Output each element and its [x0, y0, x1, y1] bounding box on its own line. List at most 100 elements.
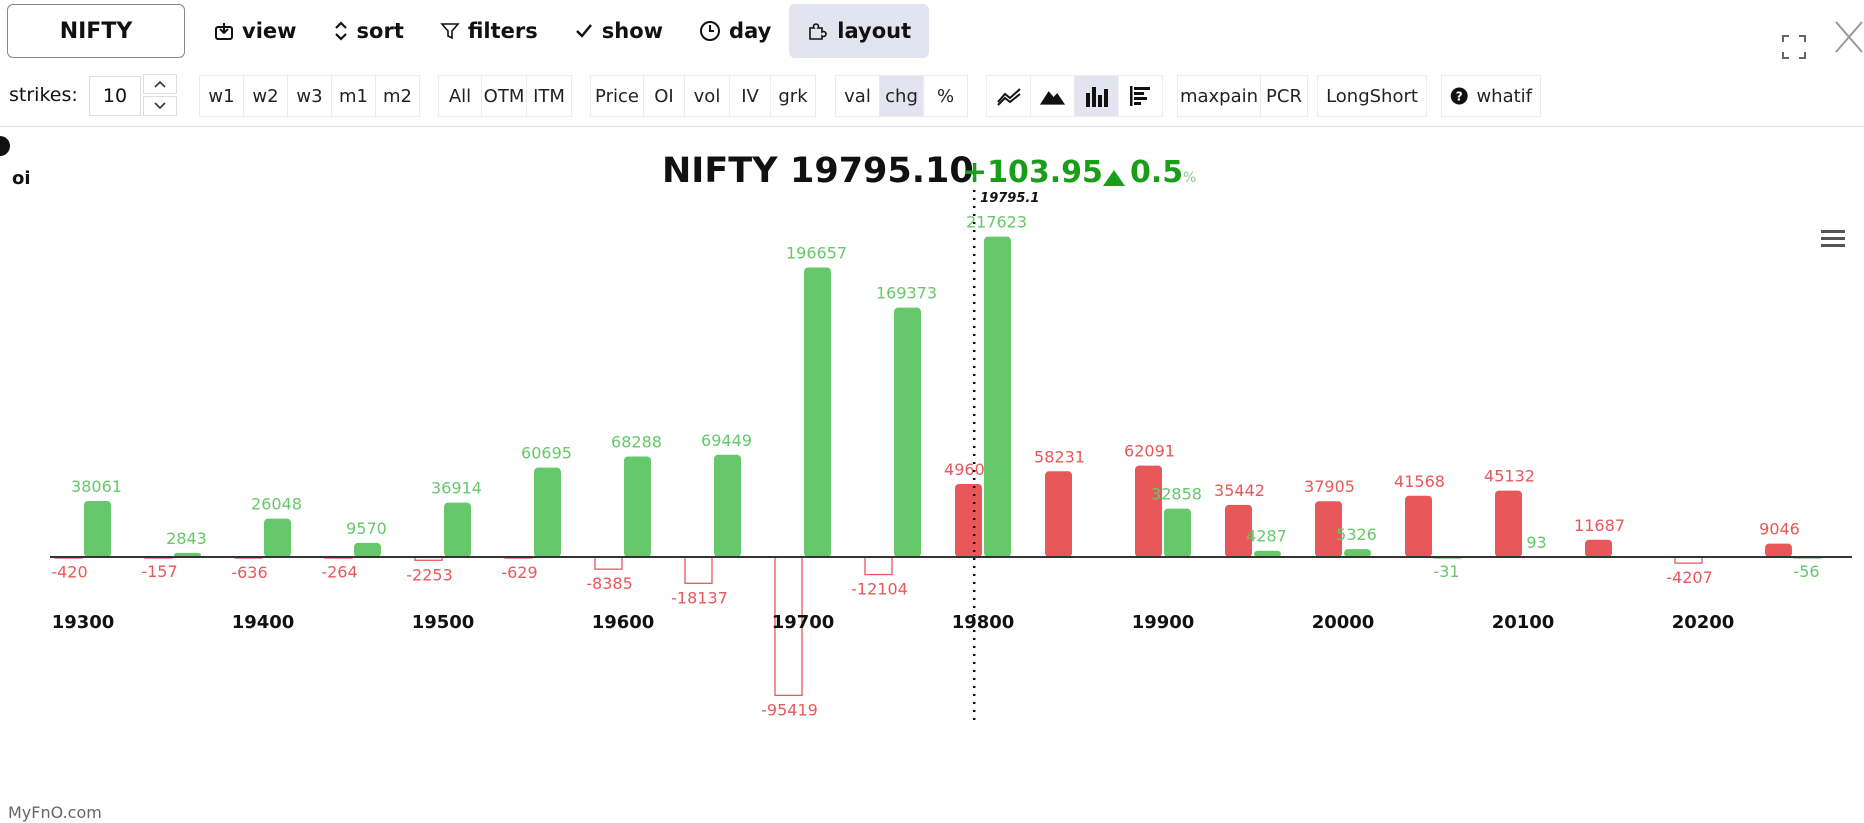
metric-vol[interactable]: vol — [684, 75, 730, 117]
call-bar-label: -8385 — [586, 574, 633, 593]
quote-title: NIFTY 19795.10 +103.95 0.5 % — [662, 151, 1196, 191]
x-tick-label: 19600 — [592, 612, 655, 633]
strikes-stepper[interactable] — [143, 74, 179, 118]
call-bar-label: -12104 — [851, 580, 908, 599]
expiry-m2[interactable]: m2 — [375, 75, 420, 117]
put-bar — [84, 500, 111, 557]
call-bar — [864, 556, 893, 576]
chevron-down-icon — [154, 102, 166, 110]
show-button[interactable]: show — [556, 4, 681, 58]
strikes-label: strikes: — [9, 84, 78, 106]
whatif-button[interactable]: ? whatif — [1441, 75, 1541, 117]
put-bar-label: 38061 — [71, 477, 122, 496]
bar-chart-button[interactable] — [1074, 75, 1119, 117]
expiry-group: w1 w2 w3 m1 m2 — [199, 75, 420, 117]
x-tick-label: 20200 — [1672, 612, 1735, 633]
area-chart-icon — [1039, 91, 1066, 105]
filters-label: filters — [467, 19, 538, 43]
x-tick-label: 19800 — [952, 612, 1015, 633]
put-bar-label: 9570 — [346, 519, 387, 538]
call-bar-label: -629 — [501, 563, 537, 582]
maxpain-button[interactable]: maxpain — [1177, 75, 1261, 117]
filter-otm[interactable]: OTM — [481, 75, 527, 117]
call-bar-label: -18137 — [671, 588, 728, 607]
bar-chart-icon — [1085, 87, 1108, 107]
put-bar-label: 4287 — [1246, 527, 1287, 546]
top-menu: view sort filters show day layout — [196, 4, 930, 58]
strikes-input[interactable]: 10 — [89, 76, 141, 116]
longshort-button[interactable]: LongShort — [1317, 75, 1427, 117]
metric-oi[interactable]: OI — [643, 75, 685, 117]
display-group: val chg % — [835, 75, 968, 117]
put-bar-label: 196657 — [786, 244, 847, 263]
display-chg[interactable]: chg — [879, 75, 924, 117]
metric-grk[interactable]: grk — [770, 75, 816, 117]
expand-icon[interactable] — [1781, 34, 1807, 60]
quote-change: +103.95 — [962, 155, 1103, 190]
call-bar-label: 58231 — [1034, 447, 1085, 466]
put-bar-label: 26048 — [251, 495, 302, 514]
x-tick-label: 20100 — [1492, 612, 1555, 633]
pcr-button[interactable]: PCR — [1260, 75, 1308, 117]
quote-price: 19795.10 — [790, 151, 974, 191]
chart-menu-icon[interactable] — [1820, 228, 1846, 250]
area-chart-button[interactable] — [1030, 75, 1075, 117]
up-triangle-icon — [1103, 170, 1125, 186]
metric-price[interactable]: Price — [590, 75, 644, 117]
expiry-w3[interactable]: w3 — [287, 75, 332, 117]
call-bar — [1405, 495, 1432, 557]
view-button[interactable]: view — [196, 4, 315, 58]
call-bar — [1225, 504, 1252, 557]
symbol-selector[interactable]: NIFTY — [7, 4, 185, 58]
line-chart-button[interactable] — [986, 75, 1031, 117]
display-val[interactable]: val — [835, 75, 880, 117]
put-bar — [264, 518, 291, 557]
metric-iv[interactable]: IV — [729, 75, 771, 117]
toolbar-divider — [0, 126, 1864, 127]
x-tick-label: 19500 — [412, 612, 475, 633]
put-bar-label: -31 — [1433, 562, 1459, 581]
expiry-w1[interactable]: w1 — [199, 75, 244, 117]
day-button[interactable]: day — [681, 4, 789, 58]
put-bar-label: 32858 — [1151, 485, 1202, 504]
filters-button[interactable]: filters — [422, 4, 556, 58]
call-bar-label: 11687 — [1574, 516, 1625, 535]
decrement-button[interactable] — [143, 96, 177, 116]
put-bar — [624, 456, 651, 557]
call-bar-label: -264 — [321, 562, 357, 581]
put-bar — [1344, 549, 1371, 557]
svg-text:?: ? — [1456, 89, 1463, 103]
quote-percent: 0.5 — [1130, 155, 1183, 190]
close-icon[interactable] — [1834, 20, 1864, 54]
metrics-group: Price OI vol IV grk — [590, 75, 816, 117]
filter-itm[interactable]: ITM — [526, 75, 572, 117]
call-bar — [1765, 543, 1792, 557]
view-label: view — [242, 19, 297, 43]
show-label: show — [601, 19, 664, 43]
put-bar-label: 60695 — [521, 444, 572, 463]
watermark: MyFnO.com — [8, 803, 102, 822]
call-bar — [774, 556, 803, 697]
whatif-group: ? whatif — [1441, 75, 1541, 117]
x-tick-label: 19300 — [52, 612, 115, 633]
horizontal-bar-chart-button[interactable] — [1118, 75, 1163, 117]
expiry-m1[interactable]: m1 — [331, 75, 376, 117]
filter-all[interactable]: All — [438, 75, 482, 117]
display-pct[interactable]: % — [923, 75, 968, 117]
x-tick-label: 20000 — [1312, 612, 1375, 633]
put-bar-label: 2843 — [166, 529, 207, 548]
collapse-toggle[interactable] — [0, 136, 10, 156]
y-axis-label: oi — [12, 168, 31, 189]
sort-button[interactable]: sort — [315, 4, 422, 58]
call-bar-label: 62091 — [1124, 442, 1175, 461]
put-bar-label: 36914 — [431, 479, 482, 498]
increment-button[interactable] — [143, 74, 177, 94]
layout-label: layout — [837, 19, 912, 43]
filter-funnel-icon — [440, 23, 460, 40]
call-bar — [594, 556, 623, 570]
horizontal-bar-chart-icon — [1129, 86, 1150, 106]
call-bar-label: -4207 — [1666, 568, 1713, 587]
expiry-w2[interactable]: w2 — [243, 75, 288, 117]
layout-button[interactable]: layout — [789, 4, 930, 58]
put-bar — [984, 236, 1011, 557]
